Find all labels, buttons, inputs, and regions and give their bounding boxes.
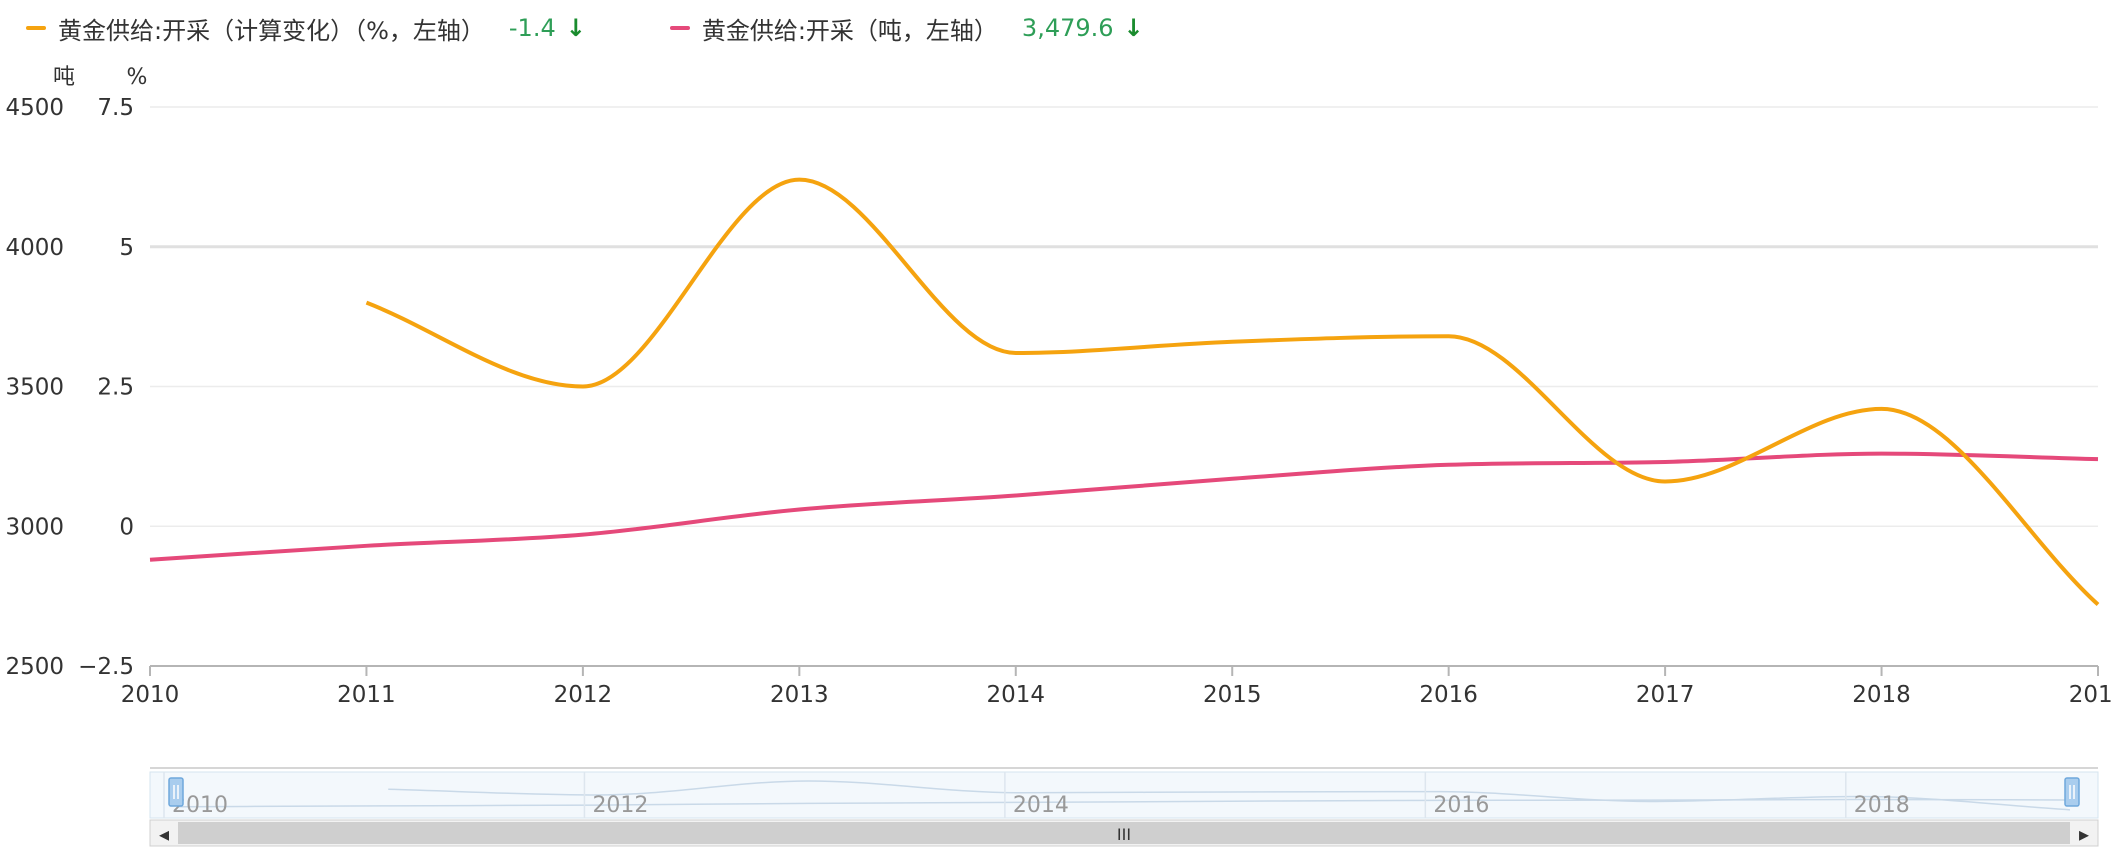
x-tick-label: 2012 xyxy=(554,682,613,708)
series-line-mining-tons xyxy=(149,451,2099,562)
x-tick-label: 2017 xyxy=(1636,682,1695,708)
y-tick-label-left: 4000 xyxy=(5,235,64,261)
x-tick-label: 2010 xyxy=(121,682,180,708)
legend-value-mining-tons: 3,479.6 xyxy=(1021,14,1114,42)
range-navigator[interactable]: 2010 2012 2014 2016 2018◂ ▸III xyxy=(149,767,2099,847)
series-lines xyxy=(149,177,2100,606)
x-tick-label: 2019 xyxy=(2069,682,2114,708)
navigator-label: 2018 xyxy=(1854,793,1910,818)
y-tick-label-left: 3500 xyxy=(5,375,64,401)
scroll-left-arrow-icon[interactable]: ◂ xyxy=(159,822,169,846)
legend-label-mining-tons: 黄金供给:开采（吨，左轴） xyxy=(701,16,998,45)
y-tick-label-right: 5 xyxy=(119,235,134,261)
x-tick-label: 2018 xyxy=(1852,682,1911,708)
navigator-label: 2016 xyxy=(1433,793,1489,818)
x-axis-ticks: 2010 2011 2012 2013 2014 2015 2016 2017 2018 2019 xyxy=(121,666,2114,708)
y-tick-label-right: −2.5 xyxy=(78,654,134,680)
handle-body xyxy=(2064,777,2080,807)
handle-body xyxy=(168,777,184,807)
navigator-right-handle[interactable] xyxy=(2064,777,2080,807)
navigator-series-line xyxy=(388,780,2071,811)
x-tick-label: 2016 xyxy=(1419,682,1478,708)
right-axis-unit: % xyxy=(127,65,148,90)
y-tick-label-right: 7.5 xyxy=(97,95,134,121)
x-tick-label: 2013 xyxy=(770,682,829,708)
navigator-background xyxy=(149,771,2099,819)
scroll-right-arrow-icon[interactable]: ▸ xyxy=(2079,822,2089,846)
grid-lines xyxy=(150,106,2098,527)
y-tick-label-left: 4500 xyxy=(5,95,64,121)
legend-swatch-mining-change xyxy=(26,26,46,30)
y-tick-label-right: 2.5 xyxy=(97,375,134,401)
navigator-left-handle[interactable] xyxy=(168,777,184,807)
x-tick-label: 2015 xyxy=(1203,682,1262,708)
legend-item-mining-tons[interactable]: 黄金供给:开采（吨，左轴） 3,479.6 ↓ xyxy=(644,11,1144,46)
x-tick-label: 2014 xyxy=(987,682,1046,708)
x-tick-label: 2011 xyxy=(337,682,396,708)
navigator-series-line xyxy=(177,798,2071,808)
navigator-scrollbar[interactable]: ◂ ▸ III xyxy=(149,819,2099,847)
scrollbar-thumb xyxy=(178,822,2070,844)
legend-label-mining-change: 黄金供给:开采（计算变化）（%，左轴） xyxy=(58,16,485,45)
legend-value-mining-change: -1.4 xyxy=(508,14,556,42)
down-arrow-icon: ↓ xyxy=(565,14,586,42)
y-axis-ticks: 4500 7.5 4000 5 3500 2.5 3000 0 2500 −2.5 xyxy=(5,95,134,680)
navigator-label: 2012 xyxy=(592,793,648,818)
y-tick-label-left: 3000 xyxy=(5,514,64,540)
scrollbar-grip-icon: III xyxy=(1117,825,1131,844)
legend-swatch-mining-tons xyxy=(669,26,690,30)
chart-legend: 黄金供给:开采（计算变化）（%，左轴） -1.4 ↓ 黄金供给:开采（吨，左轴）… xyxy=(0,8,1202,48)
navigator-label: 2014 xyxy=(1013,793,1069,818)
legend-item-mining-change[interactable]: 黄金供给:开采（计算变化）（%，左轴） -1.4 ↓ xyxy=(0,11,586,46)
y-tick-label-right: 0 xyxy=(119,514,134,540)
down-arrow-icon: ↓ xyxy=(1123,14,1144,42)
y-tick-label-left: 2500 xyxy=(5,654,64,680)
series-line-mining-change xyxy=(365,177,2100,606)
left-axis-unit: 吨 xyxy=(53,65,75,90)
